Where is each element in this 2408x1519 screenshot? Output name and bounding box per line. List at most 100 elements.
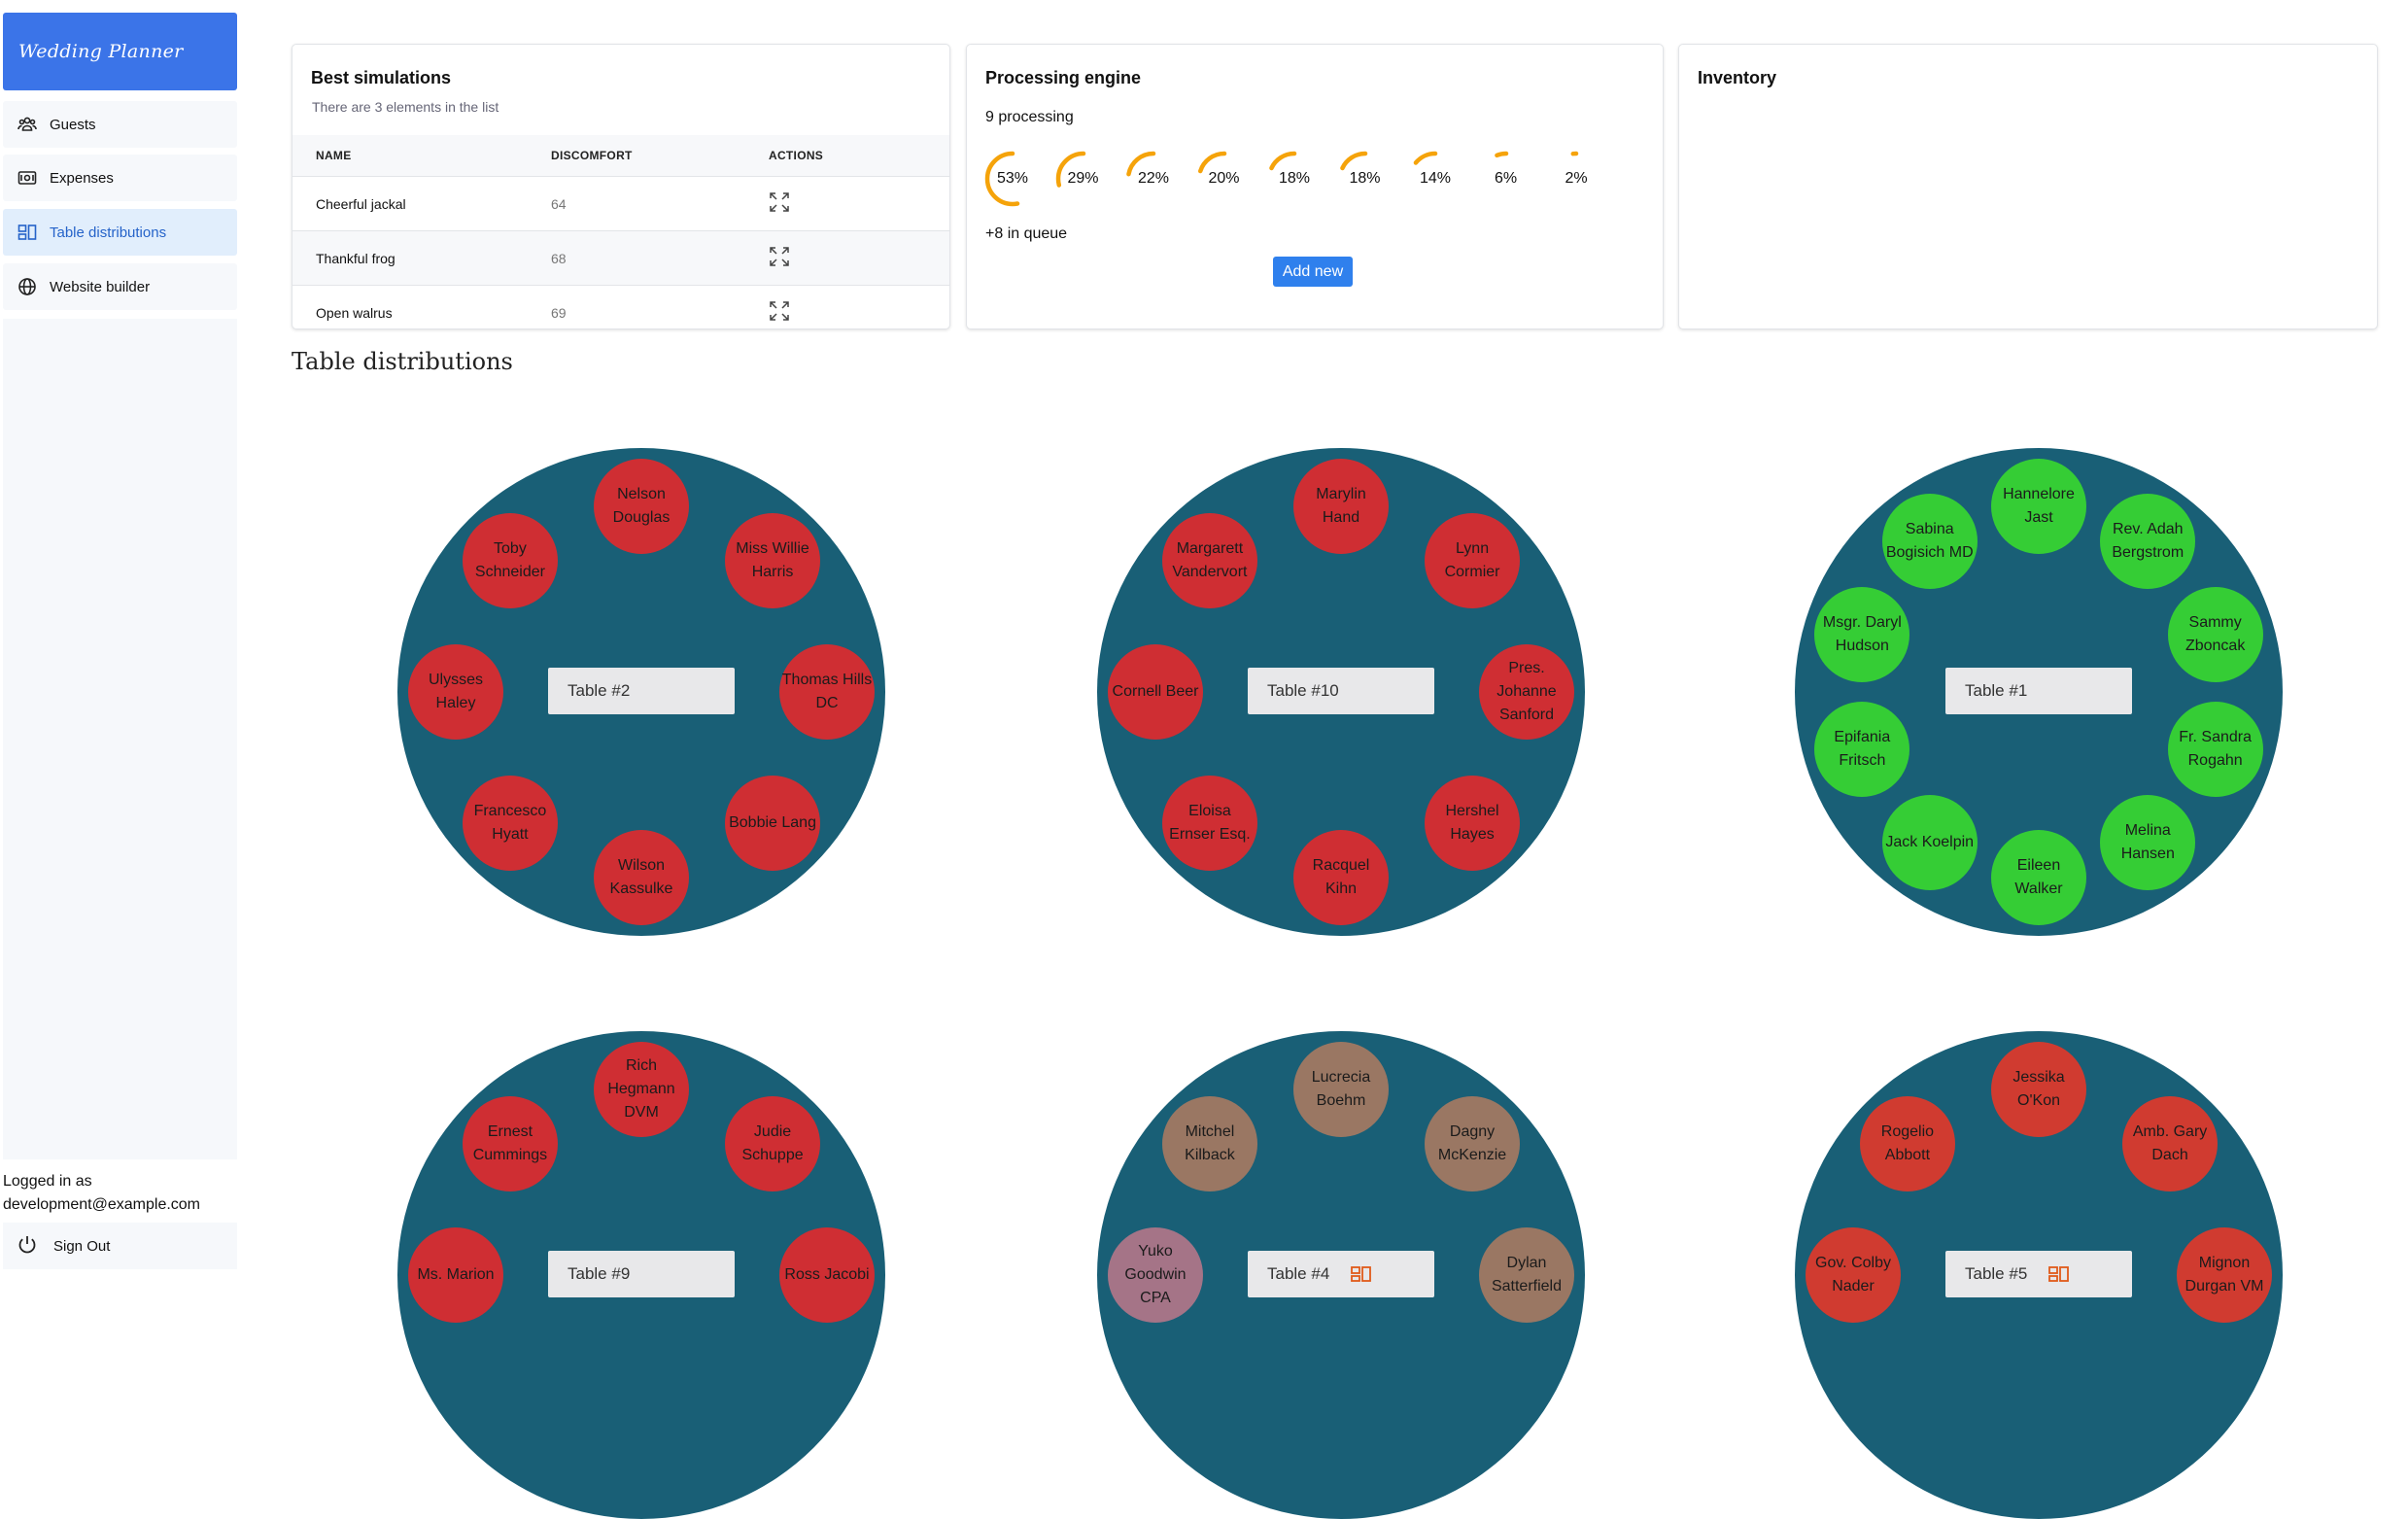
sidebar-item-website-builder[interactable]: Website builder — [3, 263, 237, 310]
guest-name: Marylin Hand — [1316, 486, 1366, 526]
round-table[interactable]: Marylin Hand Lynn Cormier Pres. Johanne Sa… — [1097, 448, 1585, 936]
best-simulations-card: Best simulations There are 3 elements in… — [292, 44, 950, 339]
logged-in-label: Logged in as — [3, 1173, 92, 1190]
guest-seat[interactable]: Lucrecia Boehm — [1293, 1042, 1389, 1137]
layout-lock-icon[interactable] — [1351, 1265, 1372, 1283]
guest-seat[interactable]: Judie Schuppe — [725, 1095, 821, 1191]
guest-seat[interactable]: Nelson Douglas — [594, 459, 689, 554]
guest-seat[interactable]: Yuko Goodwin CPA — [1108, 1227, 1203, 1323]
round-table[interactable]: Rich Hegmann DVM Judie Schuppe Ross Jacobi… — [397, 1031, 885, 1519]
add-new-button[interactable]: Add new — [1273, 257, 1353, 287]
guest-seat[interactable]: Ross Jacobi — [779, 1227, 875, 1323]
gauge-label: 14% — [1419, 170, 1452, 187]
progress-gauge: 6% — [1475, 148, 1537, 210]
guest-seat[interactable]: Pres. Johanne Sanford — [1479, 644, 1574, 740]
round-table[interactable]: Lucrecia Boehm Dagny McKenzie Dylan Satter… — [1097, 1031, 1585, 1519]
table-name: Table #4 — [1267, 1264, 1330, 1283]
table-label[interactable]: Table #1 — [1945, 668, 2132, 714]
guest-name: Dagny McKenzie — [1437, 1122, 1507, 1163]
guest-seat[interactable]: Eileen Walker — [1991, 830, 2086, 925]
table-name: Table #5 — [1965, 1264, 2028, 1283]
table-label[interactable]: Table #9 — [548, 1251, 735, 1297]
guest-seat[interactable]: Francesco Hyatt — [462, 776, 558, 872]
progress-gauge: 29% — [1052, 148, 1115, 210]
expand-icon[interactable] — [769, 246, 790, 267]
table-label[interactable]: Table #4 — [1248, 1251, 1434, 1297]
guest-seat[interactable]: Miss Willie Harris — [725, 512, 821, 608]
guest-seat[interactable]: Amb. Gary Dach — [2122, 1095, 2219, 1191]
guest-seat[interactable]: Dagny McKenzie — [1425, 1095, 1521, 1191]
guest-seat[interactable]: Wilson Kassulke — [594, 830, 689, 925]
sidebar-item-expenses[interactable]: Expenses — [3, 155, 237, 201]
table-label[interactable]: Table #5 — [1945, 1251, 2132, 1297]
guest-seat[interactable]: Marylin Hand — [1293, 459, 1389, 554]
guest-seat[interactable]: Jack Koelpin — [1881, 794, 1978, 890]
expand-icon[interactable] — [769, 300, 790, 322]
guest-seat[interactable]: Dylan Satterfield — [1479, 1227, 1574, 1323]
card-subtitle: There are 3 elements in the list — [312, 99, 499, 115]
guest-name: Bobbie Lang — [729, 814, 816, 832]
queue-count: +8 in queue — [985, 225, 1068, 242]
section-title: Table distributions — [292, 348, 513, 375]
guest-name: Jack Koelpin — [1885, 833, 1975, 850]
guest-name: Eileen Walker — [2014, 857, 2063, 897]
guest-seat[interactable]: Hershel Hayes — [1425, 776, 1521, 872]
guest-seat[interactable]: Eloisa Ernser Esq. — [1161, 776, 1257, 872]
guest-name: Thomas Hills DC — [781, 672, 873, 711]
guest-seat[interactable]: Sabina Bogisich MD — [1881, 494, 1978, 590]
guest-seat[interactable]: Margarett Vandervort — [1161, 512, 1257, 608]
layout-lock-icon[interactable] — [2048, 1265, 2070, 1283]
guest-seat[interactable]: Lynn Cormier — [1425, 512, 1521, 608]
guest-seat[interactable]: Rogelio Abbott — [1859, 1095, 1955, 1191]
column-header-actions: ACTIONS — [768, 135, 949, 177]
guest-seat[interactable]: Melina Hansen — [2100, 794, 2196, 890]
guest-seat[interactable]: Mignon Durgan VM — [2177, 1227, 2272, 1323]
guest-seat[interactable]: Msgr. Daryl Hudson — [1814, 586, 1910, 682]
guest-name: Mignon Durgan VM — [2184, 1255, 2264, 1295]
guest-seat[interactable]: Bobbie Lang — [725, 776, 821, 872]
guest-seat[interactable]: Rich Hegmann DVM — [594, 1042, 689, 1137]
table-label[interactable]: Table #10 — [1248, 668, 1434, 714]
table-name: Table #1 — [1965, 681, 2028, 700]
guest-seat[interactable]: Sammy Zboncak — [2167, 586, 2263, 682]
guest-name: Margarett Vandervort — [1172, 539, 1248, 580]
expand-icon[interactable] — [769, 191, 790, 213]
guest-seat[interactable]: Toby Schneider — [462, 512, 558, 608]
guest-seat[interactable]: Ernest Cummings — [462, 1095, 558, 1191]
guest-seat[interactable]: Ms. Marion — [408, 1227, 503, 1323]
card-title: Processing engine — [985, 68, 1142, 87]
guest-seat[interactable]: Ulysses Haley — [408, 644, 503, 740]
guest-seat[interactable]: Hannelore Jast — [1991, 459, 2086, 554]
processing-engine-card: Processing engine 9 processing 53% 29% 22%… — [966, 44, 1664, 329]
processing-count: 9 processing — [985, 109, 1074, 125]
sidebar-item-table-distributions[interactable]: Table distributions — [3, 209, 237, 256]
table-label[interactable]: Table #2 — [548, 668, 735, 714]
sign-out-button[interactable]: Sign Out — [3, 1223, 237, 1269]
guest-seat[interactable]: Racquel Kihn — [1293, 830, 1389, 925]
guest-seat[interactable]: Rev. Adah Bergstrom — [2100, 494, 2196, 590]
guest-name: Ms. Marion — [417, 1266, 495, 1283]
users-icon — [17, 114, 38, 135]
round-table[interactable]: Nelson Douglas Miss Willie Harris Thomas H… — [397, 448, 885, 936]
guest-name: Ernest Cummings — [472, 1122, 548, 1163]
sidebar-item-guests[interactable]: Guests — [3, 101, 237, 148]
sidebar-item-label: Guests — [50, 116, 96, 133]
app-name: Wedding Planner — [18, 41, 184, 62]
progress-gauge: 18% — [1263, 148, 1325, 210]
guest-seat[interactable]: Cornell Beer — [1108, 644, 1203, 740]
guest-seat[interactable]: Thomas Hills DC — [779, 644, 875, 740]
guest-seat[interactable]: Epifania Fritsch — [1814, 702, 1910, 798]
row-discomfort: 68 — [550, 230, 768, 286]
round-table[interactable]: Jessika O'Kon Amb. Gary Dach Mignon Durgan… — [1795, 1031, 2283, 1519]
sidebar-item-label: Table distributions — [50, 224, 167, 241]
guest-seat[interactable]: Gov. Colby Nader — [1806, 1227, 1901, 1323]
guest-seat[interactable]: Mitchel Kilback — [1161, 1095, 1257, 1191]
gauge-label: 53% — [996, 170, 1029, 187]
round-table[interactable]: Hannelore Jast Rev. Adah Bergstrom Sammy Z… — [1795, 448, 2283, 936]
guest-seat[interactable]: Jessika O'Kon — [1991, 1042, 2086, 1137]
guest-seat[interactable]: Fr. Sandra Rogahn — [2167, 702, 2263, 798]
guest-name: Cornell Beer — [1112, 683, 1199, 700]
guest-name: Eloisa Ernser Esq. — [1169, 803, 1251, 844]
app-logo[interactable]: Wedding Planner — [3, 13, 237, 90]
guest-name: Judie Schuppe — [741, 1122, 804, 1163]
